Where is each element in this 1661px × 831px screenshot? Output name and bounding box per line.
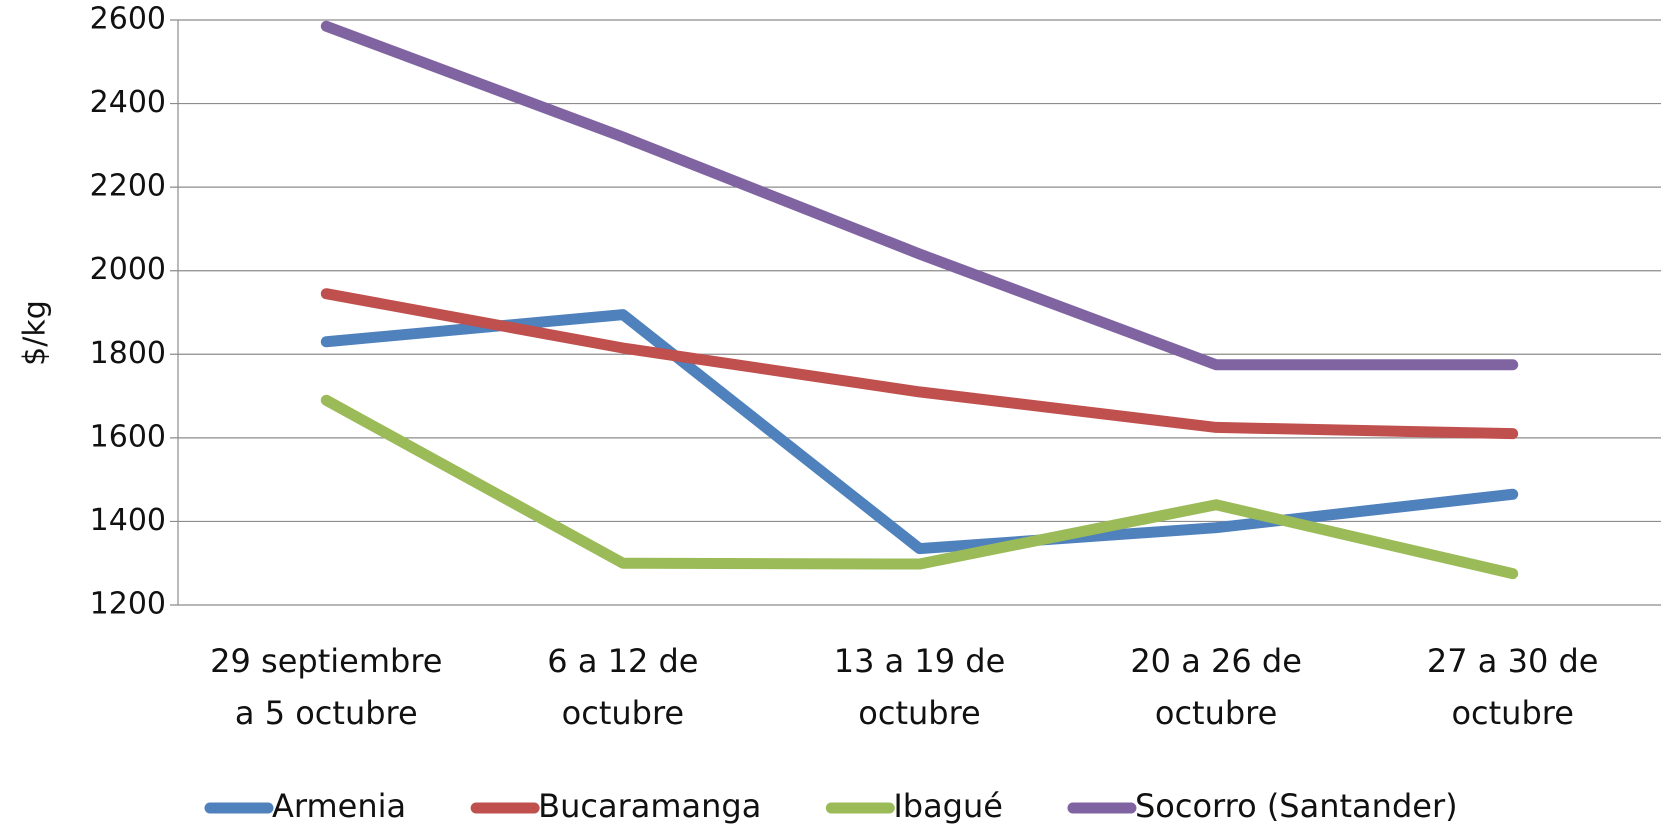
- y-tick-label: 1200: [90, 587, 166, 622]
- x-tick-label: 6 a 12 de octubre: [547, 642, 699, 732]
- y-axis-label: $/kg: [18, 300, 53, 366]
- y-tick-label: 2600: [90, 2, 166, 37]
- legend-label: Armenia: [272, 787, 406, 825]
- y-tick-label: 1800: [90, 336, 166, 371]
- series-line: [320, 288, 1519, 440]
- y-tick-label: 1600: [90, 419, 166, 454]
- x-tick-label: 13 a 19 de octubre: [833, 642, 1006, 732]
- y-tick-label: 1400: [90, 503, 166, 538]
- x-tick-label: 27 a 30 de octubre: [1426, 642, 1599, 732]
- legend-label: Socorro (Santander): [1135, 787, 1458, 825]
- legend-label: Bucaramanga: [538, 787, 761, 825]
- y-tick-label: 2200: [90, 169, 166, 204]
- x-tick-label: 20 a 26 de octubre: [1130, 642, 1302, 732]
- series-line: [320, 309, 1519, 555]
- series-line: [320, 394, 1519, 580]
- legend-label: Ibagué: [893, 787, 1003, 825]
- y-tick-label: 2000: [90, 252, 166, 287]
- y-tick-label: 2400: [90, 85, 166, 120]
- series-line: [320, 20, 1519, 371]
- x-tick-label: 29 septiembre a 5 octubre: [210, 642, 443, 732]
